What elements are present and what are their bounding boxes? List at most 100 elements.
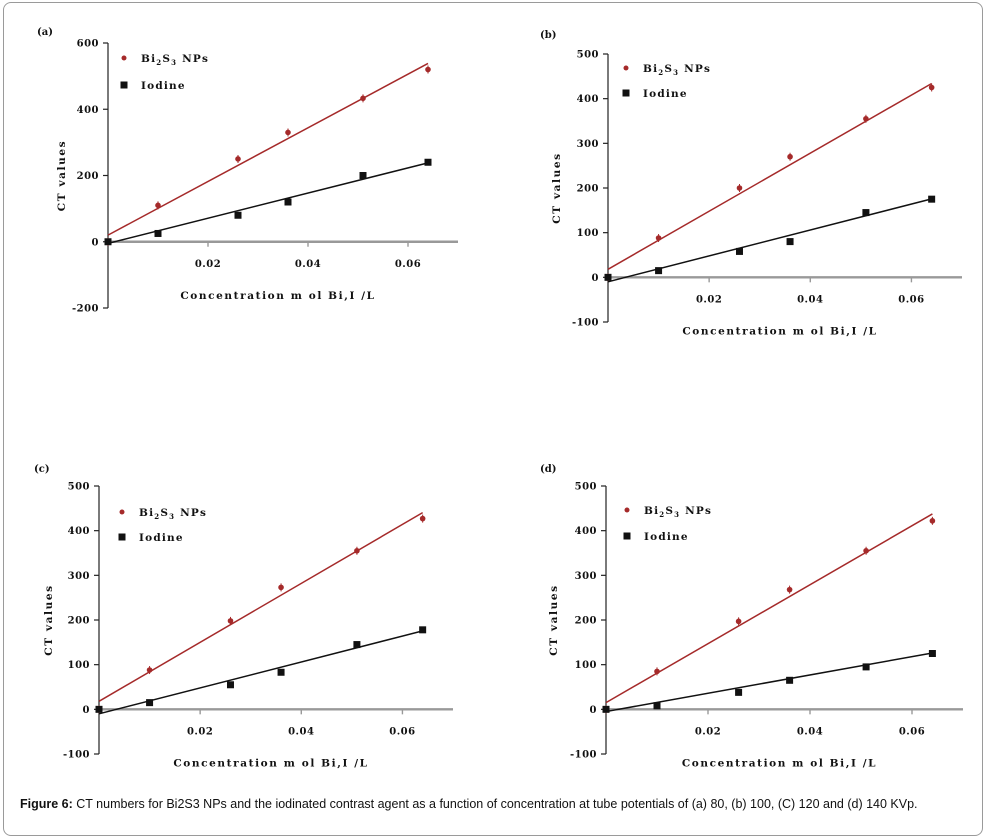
bi2s3-point (235, 156, 241, 162)
bi2s3-point (787, 153, 793, 160)
y-tick-label: 400 (577, 94, 599, 105)
legend-text-part: S (160, 507, 169, 519)
legend-text-part: Bi (643, 63, 658, 75)
legend-text-part: Bi (139, 507, 154, 519)
panel-label: (a) (37, 27, 53, 38)
y-tick-label: 500 (575, 482, 597, 493)
panel-label: (d) (540, 464, 556, 475)
caption-label: Figure 6: (20, 797, 73, 811)
bi2s3-fit-line (107, 62, 429, 236)
y-tick-label: 400 (77, 105, 99, 116)
caption-text: CT numbers for Bi2S3 NPs and the iodinat… (72, 797, 918, 811)
bi2s3-point (929, 518, 936, 524)
legend-iodine-label: Iodine (139, 532, 184, 544)
y-axis-label: CT values (548, 584, 560, 655)
y-tick-label: 0 (92, 237, 99, 248)
legend-iodine-marker (118, 533, 126, 541)
iodine-point (928, 195, 936, 203)
y-tick-label: 0 (83, 705, 90, 716)
bi2s3-point (360, 95, 366, 102)
y-tick-label: 500 (577, 50, 599, 61)
bi2s3-point (655, 235, 662, 241)
x-axis-label: Concentration m ol Bi,I /L (173, 757, 368, 769)
iodine-point (735, 247, 743, 255)
y-tick-label: 100 (575, 660, 597, 671)
panel-label: (c) (34, 464, 50, 475)
bi2s3-point (928, 84, 935, 91)
y-tick-label: -100 (572, 318, 599, 329)
bi2s3-point (155, 202, 161, 209)
legend-subscript: 2 (659, 510, 665, 519)
bi2s3-point (146, 667, 153, 673)
y-tick-label: 300 (577, 139, 599, 150)
y-tick-label: 0 (592, 273, 599, 284)
iodine-point (154, 229, 162, 237)
bi2s3-point (736, 185, 743, 191)
legend-bi2s3-label: Bi2S3 NPs (141, 53, 209, 67)
x-tick-label: 0.04 (797, 726, 823, 737)
legend-bi2s3-marker (624, 507, 630, 513)
bi2s3-fit-line (605, 513, 933, 704)
y-tick-label: -100 (570, 750, 597, 761)
legend-text-part: NPs (175, 507, 207, 519)
legend-iodine-marker (120, 81, 128, 89)
legend-iodine-marker (622, 89, 630, 97)
iodine-point (234, 211, 242, 219)
y-tick-label: 200 (77, 171, 99, 182)
legend-text-part: S (162, 53, 171, 65)
y-tick-label: 200 (68, 616, 90, 627)
legend-bi2s3-label: Bi2S3 NPs (139, 507, 207, 521)
bi2s3-fit-line (607, 82, 933, 270)
legend-text-part: NPs (680, 505, 712, 517)
chart-panel-3: (c) -100 0 100 200 300 400 500 0.02 0.04 0.06 Conce… (34, 464, 453, 769)
y-tick-label: 0 (590, 705, 597, 716)
figure-caption: Figure 6: CT numbers for Bi2S3 NPs and t… (20, 797, 970, 812)
bi2s3-point (654, 668, 660, 675)
iodine-point (735, 688, 743, 696)
legend-iodine-label: Iodine (644, 531, 689, 543)
bi2s3-point (786, 586, 793, 593)
bi2s3-point (863, 115, 869, 122)
figure-frame (3, 2, 983, 836)
y-tick-label: 200 (575, 616, 597, 627)
legend-bi2s3-label: Bi2S3 NPs (644, 505, 712, 519)
x-tick-label: 0.02 (696, 294, 722, 305)
x-tick-label: 0.04 (288, 726, 314, 737)
iodine-point (862, 663, 870, 671)
x-tick-label: 0.02 (195, 259, 221, 270)
x-tick-label: 0.06 (899, 726, 925, 737)
chart-panel-1: (a) -200 0 200 400 600 0.02 0.04 0.06 Concentrati… (37, 27, 458, 315)
iodine-point (419, 626, 427, 634)
legend-iodine-label: Iodine (141, 80, 186, 92)
x-axis-label: Concentration m ol Bi,I /L (682, 325, 877, 337)
iodine-point (786, 676, 794, 684)
y-axis-label: CT values (551, 152, 563, 223)
iodine-fit-line (605, 652, 933, 713)
legend-text-part: S (664, 63, 673, 75)
y-tick-label: 400 (575, 526, 597, 537)
y-tick-label: 400 (68, 526, 90, 537)
iodine-point (284, 198, 292, 206)
bi2s3-point (735, 618, 742, 625)
y-tick-label: 300 (575, 571, 597, 582)
bi2s3-fit-line (98, 511, 424, 702)
y-tick-label: 600 (77, 39, 99, 50)
iodine-point (928, 650, 936, 657)
y-tick-label: -100 (63, 750, 90, 761)
iodine-point (653, 702, 661, 710)
x-tick-label: 0.06 (389, 726, 415, 737)
legend-text-part: S (665, 505, 674, 517)
legend-text-part: NPs (177, 53, 209, 65)
legend-subscript: 3 (673, 68, 679, 77)
x-tick-label: 0.04 (295, 259, 321, 270)
y-tick-label: -200 (72, 304, 99, 315)
iodine-point (277, 668, 285, 676)
x-axis-label: Concentration m ol Bi,I /L (682, 757, 877, 769)
legend-bi2s3-label: Bi2S3 NPs (643, 63, 711, 77)
iodine-point (862, 209, 870, 217)
legend-subscript: 3 (674, 510, 680, 519)
iodine-point (353, 641, 361, 649)
legend-text-part: Bi (141, 53, 156, 65)
legend-iodine-label: Iodine (643, 88, 688, 100)
